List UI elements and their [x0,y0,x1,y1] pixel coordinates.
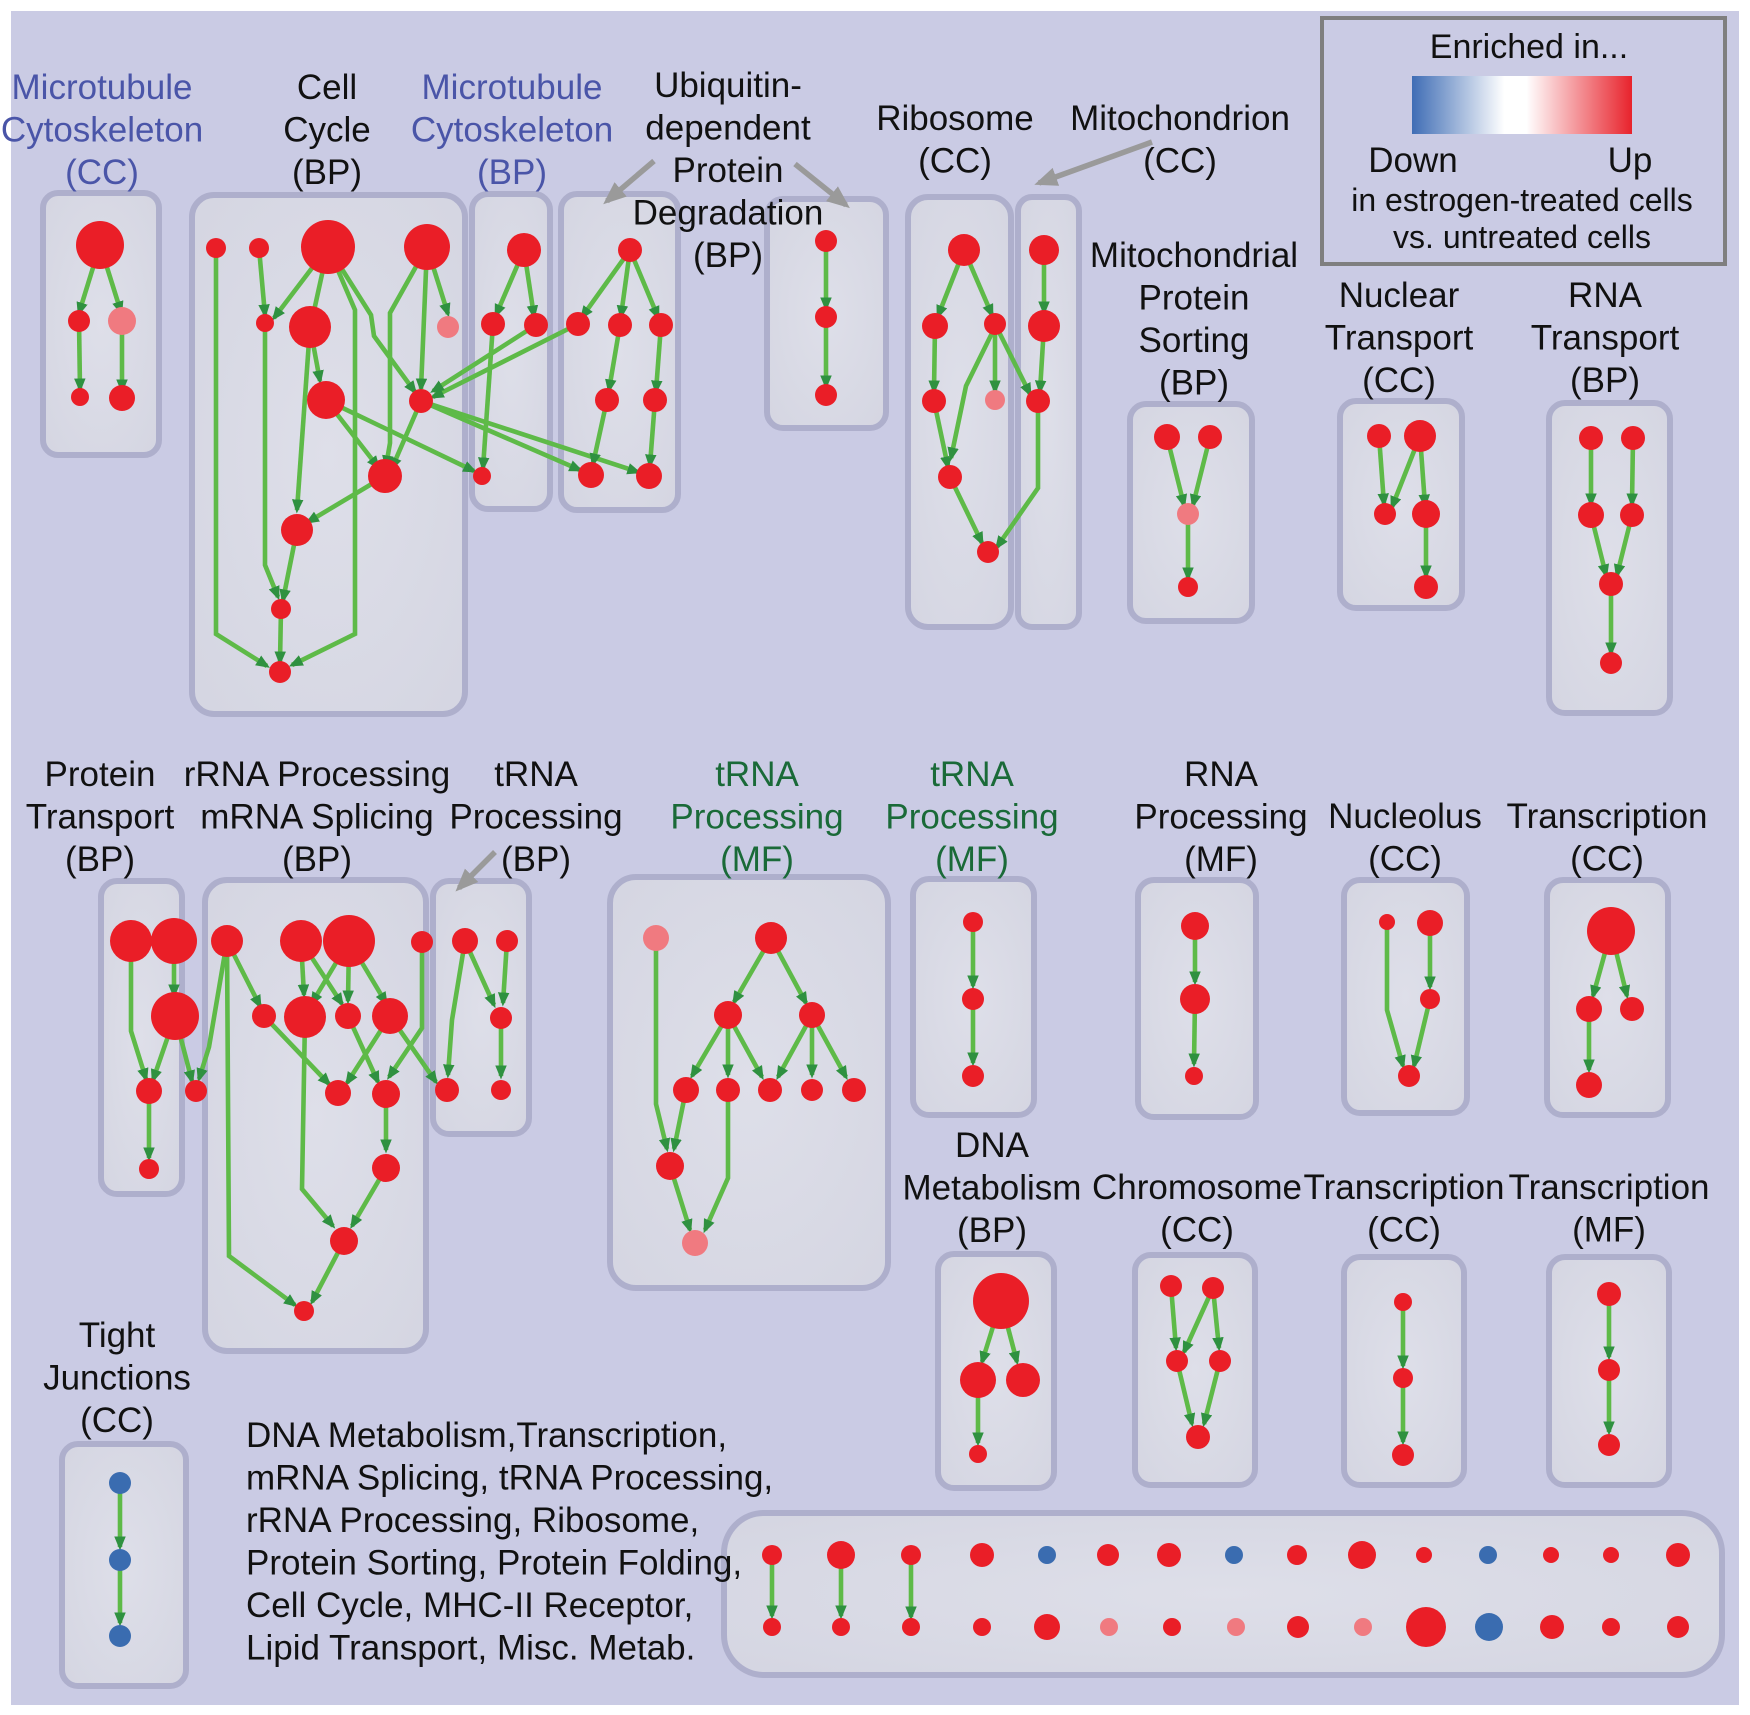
svg-text:(BP): (BP) [65,840,135,879]
svg-text:Cytoskeleton: Cytoskeleton [1,111,203,150]
svg-text:(BP): (BP) [282,840,352,879]
svg-text:Enriched in...: Enriched in... [1430,28,1628,66]
svg-text:Transcription: Transcription [1509,1168,1710,1207]
svg-text:Protein Sorting, Protein Foldi: Protein Sorting, Protein Folding, [246,1544,742,1583]
svg-text:(BP): (BP) [957,1211,1027,1250]
svg-text:Cell: Cell [297,68,357,107]
svg-text:RNA: RNA [1568,276,1643,315]
svg-text:rRNA Processing, Ribosome,: rRNA Processing, Ribosome, [246,1501,699,1540]
svg-text:Cytoskeleton: Cytoskeleton [411,111,613,150]
svg-text:(BP): (BP) [477,153,547,192]
svg-text:RNA: RNA [1184,755,1259,794]
svg-text:Protein: Protein [1139,279,1250,318]
svg-text:tRNA: tRNA [930,755,1014,794]
svg-text:Transcription: Transcription [1304,1168,1505,1207]
svg-text:Mitochondrion: Mitochondrion [1070,99,1290,138]
svg-text:Microtubule: Microtubule [12,68,193,107]
svg-text:vs. untreated cells: vs. untreated cells [1393,219,1651,255]
svg-text:DNA: DNA [955,1126,1030,1165]
svg-text:Sorting: Sorting [1139,321,1250,360]
svg-text:Processing: Processing [449,798,622,837]
svg-text:dependent: dependent [645,109,811,148]
svg-text:(CC): (CC) [1570,840,1644,879]
svg-text:Junctions: Junctions [43,1359,191,1398]
svg-text:Transport: Transport [26,798,175,837]
svg-text:Tight: Tight [79,1316,156,1355]
svg-text:(BP): (BP) [1159,364,1229,403]
svg-text:(CC): (CC) [918,142,992,181]
svg-text:Chromosome: Chromosome [1092,1168,1302,1207]
svg-text:mRNA Splicing, tRNA Processing: mRNA Splicing, tRNA Processing, [246,1459,773,1498]
svg-text:(MF): (MF) [1572,1211,1646,1250]
svg-text:Lipid Transport, Misc. Metab.: Lipid Transport, Misc. Metab. [246,1629,695,1668]
svg-text:Transcription: Transcription [1507,797,1708,836]
svg-text:mRNA Splicing: mRNA Splicing [200,798,433,837]
svg-text:in estrogen-treated cells: in estrogen-treated cells [1351,182,1693,218]
svg-text:Up: Up [1608,141,1653,180]
svg-text:DNA Metabolism,Transcription,: DNA Metabolism,Transcription, [246,1416,727,1455]
svg-text:tRNA: tRNA [715,755,799,794]
svg-text:rRNA Processing: rRNA Processing [184,755,450,794]
svg-text:Processing: Processing [885,798,1058,837]
svg-text:(MF): (MF) [1184,840,1258,879]
svg-text:Ubiquitin-: Ubiquitin- [654,66,802,105]
svg-text:Processing: Processing [670,798,843,837]
svg-text:Protein: Protein [45,755,156,794]
svg-text:(CC): (CC) [1143,142,1217,181]
svg-text:(BP): (BP) [1570,361,1640,400]
svg-text:Cell Cycle, MHC-II Receptor,: Cell Cycle, MHC-II Receptor, [246,1586,693,1625]
svg-text:Transport: Transport [1325,319,1474,358]
svg-text:Transport: Transport [1531,319,1680,358]
svg-text:(CC): (CC) [1160,1211,1234,1250]
svg-text:Degradation: Degradation [633,194,824,233]
svg-text:(CC): (CC) [1362,361,1436,400]
svg-text:Down: Down [1368,141,1457,180]
svg-text:(MF): (MF) [720,840,794,879]
svg-text:Cycle: Cycle [283,111,371,150]
svg-text:(CC): (CC) [1368,840,1442,879]
svg-text:(MF): (MF) [935,840,1009,879]
svg-text:(CC): (CC) [65,153,139,192]
svg-text:(BP): (BP) [501,840,571,879]
svg-text:Metabolism: Metabolism [903,1169,1082,1208]
svg-text:(CC): (CC) [1367,1211,1441,1250]
svg-text:Nuclear: Nuclear [1339,276,1460,315]
svg-text:Ribosome: Ribosome [876,99,1034,138]
svg-text:tRNA: tRNA [494,755,578,794]
svg-text:Mitochondrial: Mitochondrial [1090,236,1298,275]
svg-text:Processing: Processing [1134,798,1307,837]
svg-text:Protein: Protein [673,151,784,190]
svg-text:Microtubule: Microtubule [422,68,603,107]
svg-text:(BP): (BP) [693,236,763,275]
svg-text:(CC): (CC) [80,1401,154,1440]
svg-text:Nucleolus: Nucleolus [1328,797,1482,836]
svg-text:(BP): (BP) [292,153,362,192]
